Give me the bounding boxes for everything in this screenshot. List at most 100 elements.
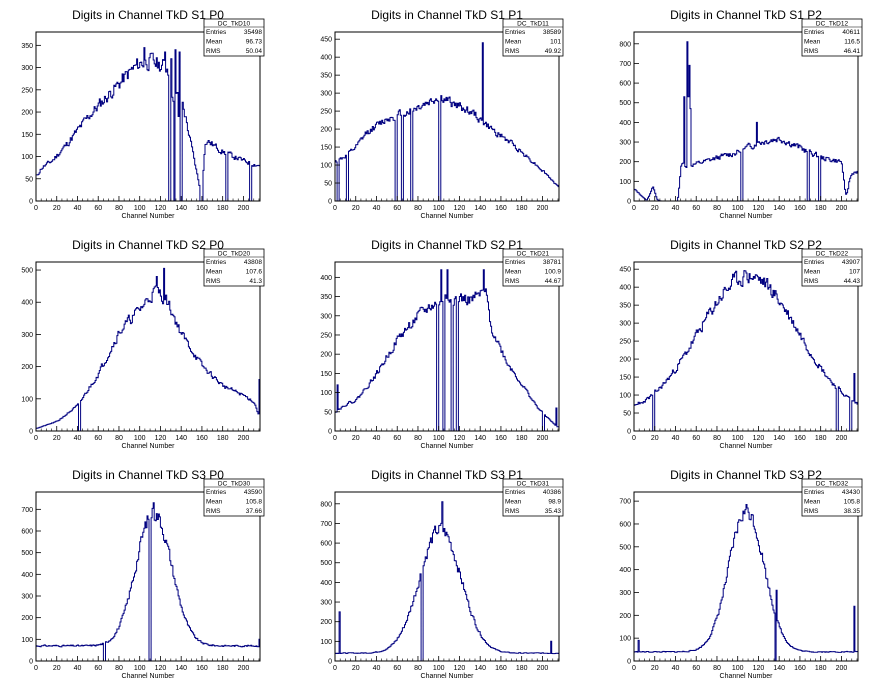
x-tick-label: 140 bbox=[175, 205, 187, 212]
x-tick-label: 200 bbox=[537, 435, 549, 442]
x-tick-label: 40 bbox=[74, 205, 82, 212]
y-tick-label: 50 bbox=[25, 176, 33, 183]
x-tick-label: 60 bbox=[94, 665, 102, 672]
chart-title: Digits in Channel TkD S1 P0 bbox=[72, 8, 224, 22]
x-tick-label: 140 bbox=[773, 205, 785, 212]
x-tick-label: 100 bbox=[732, 435, 744, 442]
stats-entries-value: 43907 bbox=[842, 259, 860, 266]
x-tick-label: 40 bbox=[672, 665, 680, 672]
y-tick-label: 0 bbox=[29, 659, 33, 666]
x-tick-label: 160 bbox=[794, 435, 806, 442]
x-tick-label: 140 bbox=[474, 665, 486, 672]
x-tick-label: 80 bbox=[414, 435, 422, 442]
histogram-series bbox=[633, 41, 859, 202]
x-tick-label: 60 bbox=[692, 665, 700, 672]
stats-mean-value: 107.6 bbox=[246, 269, 263, 276]
y-tick-label: 500 bbox=[619, 100, 631, 107]
x-tick-label: 180 bbox=[217, 205, 229, 212]
x-tick-label: 100 bbox=[433, 205, 445, 212]
histogram-series bbox=[334, 269, 560, 432]
x-tick-label: 20 bbox=[651, 665, 659, 672]
plot-frame bbox=[633, 261, 859, 432]
chart-title: Digits in Channel TkD S2 P0 bbox=[72, 238, 224, 252]
histogram-series bbox=[633, 270, 859, 432]
y-tick-label: 400 bbox=[619, 120, 631, 127]
y-tick-label: 100 bbox=[21, 637, 33, 644]
stats-mean-value: 105.8 bbox=[844, 499, 861, 506]
x-tick-label: 140 bbox=[773, 665, 785, 672]
stats-box bbox=[203, 248, 265, 287]
x-tick-label: 120 bbox=[753, 205, 765, 212]
stats-rms-label: RMS bbox=[206, 48, 221, 55]
y-tick-label: 250 bbox=[21, 87, 33, 94]
histogram-panel: Digits in Channel TkD S3 P0 0 20 40 60 80 100 1… bbox=[21, 468, 265, 680]
chart-title: Digits in Channel TkD S1 P2 bbox=[670, 8, 822, 22]
stats-name: DC_TkD20 bbox=[218, 251, 251, 258]
stats-entries-label: Entries bbox=[206, 29, 227, 36]
chart-title: Digits in Channel TkD S2 P2 bbox=[670, 238, 822, 252]
y-tick-label: 0 bbox=[627, 659, 631, 666]
y-tick-label: 200 bbox=[619, 159, 631, 166]
y-tick-label: 600 bbox=[21, 529, 33, 536]
x-tick-label: 0 bbox=[333, 435, 337, 442]
x-tick-label: 100 bbox=[732, 205, 744, 212]
x-tick-label: 200 bbox=[537, 665, 549, 672]
x-tick-label: 140 bbox=[474, 435, 486, 442]
y-tick-label: 300 bbox=[21, 332, 33, 339]
y-tick-label: 300 bbox=[320, 313, 332, 320]
y-tick-label: 400 bbox=[619, 567, 631, 574]
x-tick-label: 200 bbox=[537, 205, 549, 212]
chart-title: Digits in Channel TkD S2 P1 bbox=[371, 238, 523, 252]
stats-mean-value: 100.9 bbox=[545, 269, 562, 276]
x-tick-label: 20 bbox=[352, 205, 360, 212]
y-tick-label: 400 bbox=[619, 285, 631, 292]
y-tick-label: 350 bbox=[21, 43, 33, 50]
x-tick-label: 200 bbox=[836, 435, 848, 442]
stats-rms-value: 46.41 bbox=[844, 48, 861, 55]
x-tick-label: 120 bbox=[454, 205, 466, 212]
y-tick-label: 300 bbox=[320, 600, 332, 607]
stats-entries-label: Entries bbox=[505, 489, 526, 496]
x-tick-label: 0 bbox=[632, 435, 636, 442]
y-tick-label: 500 bbox=[619, 544, 631, 551]
x-tick-label: 80 bbox=[115, 205, 123, 212]
histogram-series bbox=[334, 42, 560, 202]
x-tick-label: 100 bbox=[134, 435, 146, 442]
y-tick-label: 250 bbox=[320, 109, 332, 116]
stats-entries-value: 43430 bbox=[842, 489, 860, 496]
x-tick-label: 100 bbox=[134, 205, 146, 212]
x-tick-label: 80 bbox=[115, 665, 123, 672]
stats-box bbox=[502, 18, 564, 57]
x-tick-label: 0 bbox=[34, 665, 38, 672]
y-tick-label: 300 bbox=[21, 65, 33, 72]
stats-box bbox=[203, 18, 265, 57]
stats-entries-value: 40386 bbox=[543, 489, 561, 496]
y-tick-label: 400 bbox=[21, 572, 33, 579]
y-tick-label: 350 bbox=[619, 303, 631, 310]
plot-frame bbox=[633, 31, 859, 202]
x-axis-label: Channel Number bbox=[122, 673, 176, 680]
y-tick-label: 200 bbox=[619, 357, 631, 364]
y-tick-label: 100 bbox=[619, 179, 631, 186]
x-tick-label: 100 bbox=[134, 665, 146, 672]
y-tick-label: 300 bbox=[619, 590, 631, 597]
stats-mean-value: 101 bbox=[550, 39, 561, 46]
stats-mean-label: Mean bbox=[804, 269, 821, 276]
stats-entries-label: Entries bbox=[505, 259, 526, 266]
histogram-series bbox=[35, 502, 261, 662]
y-tick-label: 200 bbox=[320, 352, 332, 359]
histogram-series bbox=[35, 47, 261, 202]
x-tick-label: 180 bbox=[815, 665, 827, 672]
stats-rms-label: RMS bbox=[804, 278, 819, 285]
histogram-panel: Digits in Channel TkD S1 P1 0 20 40 60 80 100 1… bbox=[320, 8, 564, 220]
stats-rms-value: 49.92 bbox=[545, 48, 562, 55]
x-tick-label: 40 bbox=[74, 435, 82, 442]
stats-name: DC_TkD32 bbox=[816, 481, 849, 488]
histogram-panel: Digits in Channel TkD S2 P2 0 20 40 60 80 100 1… bbox=[619, 238, 863, 450]
x-tick-label: 40 bbox=[373, 205, 381, 212]
stats-rms-label: RMS bbox=[804, 48, 819, 55]
stats-box bbox=[203, 478, 265, 517]
stats-mean-label: Mean bbox=[206, 39, 223, 46]
y-tick-label: 300 bbox=[619, 321, 631, 328]
x-tick-label: 80 bbox=[115, 435, 123, 442]
